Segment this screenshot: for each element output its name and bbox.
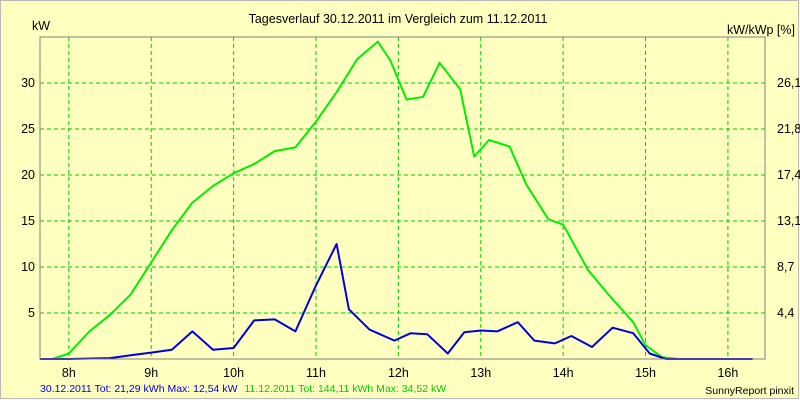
legend-series-11-12-2011: 11.12.2011 Tot: 144,11 kWh Max: 34,52 kW xyxy=(244,383,446,395)
series-line-11-12-2011 xyxy=(40,40,745,360)
footer-legend: 30.12.2011 Tot: 21,29 kWh Max: 12,54 kW … xyxy=(40,383,446,395)
series-line-30-12-2011 xyxy=(40,243,753,360)
y2-tick-label-4: 21,8 xyxy=(777,122,800,136)
x-tick-label-7: 15h xyxy=(635,366,656,380)
x-tick-label-2: 10h xyxy=(223,366,244,380)
x-tick-label-4: 12h xyxy=(388,366,409,380)
footer-brand: SunnyReport pinxit xyxy=(705,385,794,397)
y-tick-label-3: 20 xyxy=(21,168,35,182)
y-tick-label-0: 5 xyxy=(28,306,35,320)
x-ticks: 8h 9h 10h 11h 12h 13h 14h 15h 16h xyxy=(62,366,739,380)
y-ticks: 5 10 15 20 25 30 xyxy=(21,76,35,320)
y-axis-label-left: kW xyxy=(32,19,50,33)
y2-tick-label-5: 26,1 xyxy=(777,76,800,90)
y2-tick-label-3: 17,4 xyxy=(777,168,800,182)
y-tick-label-1: 10 xyxy=(21,260,35,274)
y2-tick-label-0: 4,4 xyxy=(777,306,794,320)
x-tick-label-5: 13h xyxy=(470,366,491,380)
plot-border xyxy=(39,36,766,360)
x-tick-label-3: 11h xyxy=(306,366,326,380)
series-lines xyxy=(40,40,753,360)
x-tick-label-8: 16h xyxy=(717,366,738,380)
x-tick-label-0: 8h xyxy=(62,366,76,380)
legend-series-30-12-2011: 30.12.2011 Tot: 21,29 kWh Max: 12,54 kW xyxy=(40,383,238,395)
x-tick-label-1: 9h xyxy=(144,366,158,380)
y2-ticks: 4,4 8,7 13,1 17,4 21,8 26,1 xyxy=(777,76,800,320)
grid xyxy=(40,37,765,359)
y-tick-label-2: 15 xyxy=(21,214,35,228)
y2-tick-label-1: 8,7 xyxy=(777,260,794,274)
y-tick-label-4: 25 xyxy=(21,122,35,136)
chart-title: Tagesverlauf 30.12.2011 im Vergleich zum… xyxy=(249,12,548,26)
y-axis-label-right: kW/kWp [%] xyxy=(727,23,795,37)
y2-tick-label-2: 13,1 xyxy=(777,214,800,228)
x-tick-label-6: 14h xyxy=(553,366,574,380)
y-tick-label-5: 30 xyxy=(21,76,35,90)
